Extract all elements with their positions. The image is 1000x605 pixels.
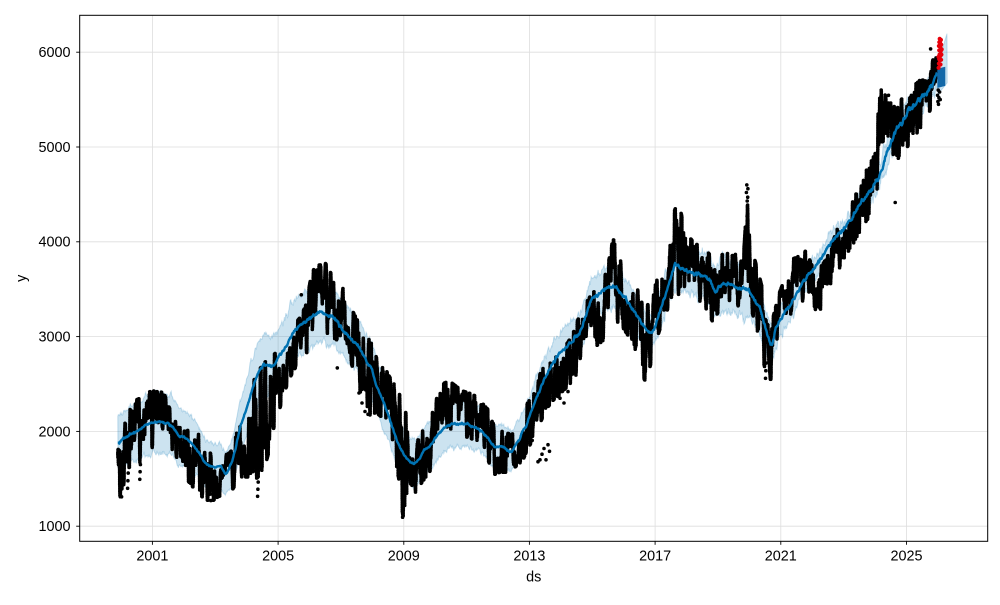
svg-text:3000: 3000 xyxy=(38,330,70,346)
svg-text:6000: 6000 xyxy=(38,45,70,61)
svg-text:2013: 2013 xyxy=(513,549,545,565)
svg-text:ds: ds xyxy=(526,570,541,586)
svg-text:2001: 2001 xyxy=(136,549,168,565)
svg-text:2017: 2017 xyxy=(639,549,671,565)
svg-text:1000: 1000 xyxy=(38,519,70,535)
svg-text:4000: 4000 xyxy=(38,235,70,251)
svg-text:2005: 2005 xyxy=(262,549,294,565)
svg-text:2025: 2025 xyxy=(890,549,922,565)
svg-text:5000: 5000 xyxy=(38,140,70,156)
svg-text:2021: 2021 xyxy=(765,549,797,565)
svg-text:2000: 2000 xyxy=(38,424,70,440)
svg-text:2009: 2009 xyxy=(388,549,420,565)
svg-text:y: y xyxy=(14,274,30,282)
